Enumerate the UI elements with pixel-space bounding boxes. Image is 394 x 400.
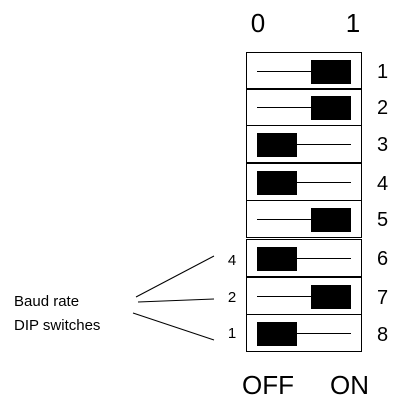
baud-bit-label: 2 [227,289,237,306]
switch-number: 2 [377,97,389,119]
off-label: OFF [242,370,294,400]
switch-knob[interactable] [257,322,297,346]
switch-number: 1 [377,61,389,83]
on-label: ON [330,370,369,400]
dip-switch-6[interactable] [246,239,362,277]
switch-knob[interactable] [257,247,297,271]
switch-track [257,258,351,259]
switch-number: 7 [377,287,389,309]
baud-bit-label: 1 [227,325,237,342]
dip-switch-3[interactable] [246,125,362,163]
switch-track [257,296,351,297]
switch-track [257,182,351,183]
switch-number: 5 [377,209,389,231]
switch-knob[interactable] [311,60,351,84]
callout-label-line-2: DIP switches [14,317,101,334]
switch-knob[interactable] [311,208,351,232]
switch-track [257,107,351,108]
switch-number: 3 [377,134,389,156]
switch-track [257,144,351,145]
switch-knob[interactable] [311,285,351,309]
switch-number: 6 [377,248,389,270]
dip-switch-5[interactable] [246,200,362,238]
switch-track [257,71,351,72]
dip-switch-1[interactable] [246,52,362,90]
switch-number: 4 [377,173,389,195]
switch-knob[interactable] [257,133,297,157]
switch-number: 8 [377,324,389,346]
switch-knob[interactable] [311,96,351,120]
callout-label-line-1: Baud rate [14,293,80,310]
leader-line-bit-2 [137,298,215,303]
leader-line-bit-4 [135,255,215,298]
dip-switch-8[interactable] [246,314,362,352]
switch-track [257,333,351,334]
leader-line-bit-1 [132,312,215,341]
switch-track [257,219,351,220]
baud-bit-label: 4 [227,252,237,269]
switch-knob[interactable] [257,171,297,195]
on-column-digit: 1 [345,8,361,38]
off-column-digit: 0 [250,8,266,38]
